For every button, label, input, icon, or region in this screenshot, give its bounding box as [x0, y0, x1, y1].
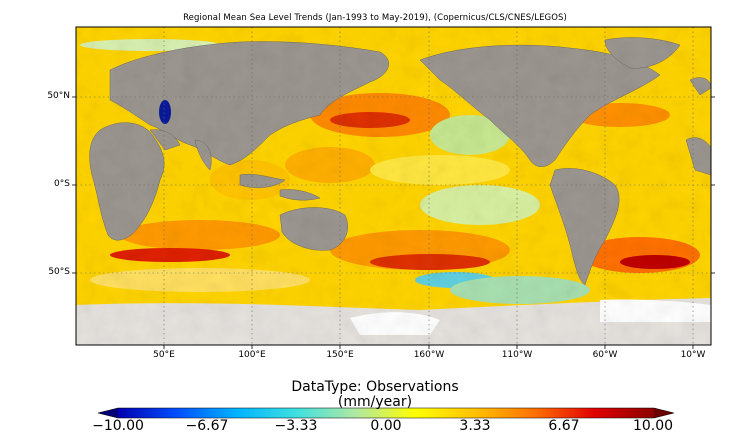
map-frame [75, 26, 712, 346]
lon-label-60w: 60°W [592, 350, 618, 360]
lon-label-10w: 10°W [680, 350, 706, 360]
lat-label-50s: 50°S [48, 267, 70, 277]
colorbar-tick: 10.00 [632, 418, 674, 434]
lon-label-100e: 100°E [238, 350, 266, 360]
colorbar-gradient [118, 408, 654, 418]
colorbar-tick: −3.33 [274, 418, 318, 434]
colorbar-tick: −10.00 [92, 418, 144, 434]
colorbar-tick: −6.67 [185, 418, 229, 434]
colorbar-title: DataType: Observations (mm/year) [0, 380, 750, 410]
colorbar-tick: 0.00 [370, 418, 402, 434]
lon-label-110w: 110°W [501, 350, 533, 360]
lon-label-160w: 160°W [413, 350, 445, 360]
lat-label-0: 0°S [54, 179, 70, 189]
colorbar-title-datatype: DataType: Observations [291, 379, 459, 395]
colorbar [97, 407, 675, 419]
lon-label-50e: 50°E [153, 350, 175, 360]
colorbar-tick: 3.33 [459, 418, 491, 434]
colorbar-tick: 6.67 [548, 418, 580, 434]
lon-label-150e: 150°E [326, 350, 354, 360]
colorbar-min-arrow [98, 408, 118, 418]
ocean-field [76, 27, 711, 345]
lat-label-50n: 50°N [47, 91, 70, 101]
frame-ticks [72, 96, 715, 349]
map-title: Regional Mean Sea Level Trends (Jan-1993… [183, 13, 567, 23]
colorbar-max-arrow [654, 408, 674, 418]
colorbar-title-units: (mm/year) [337, 394, 413, 410]
